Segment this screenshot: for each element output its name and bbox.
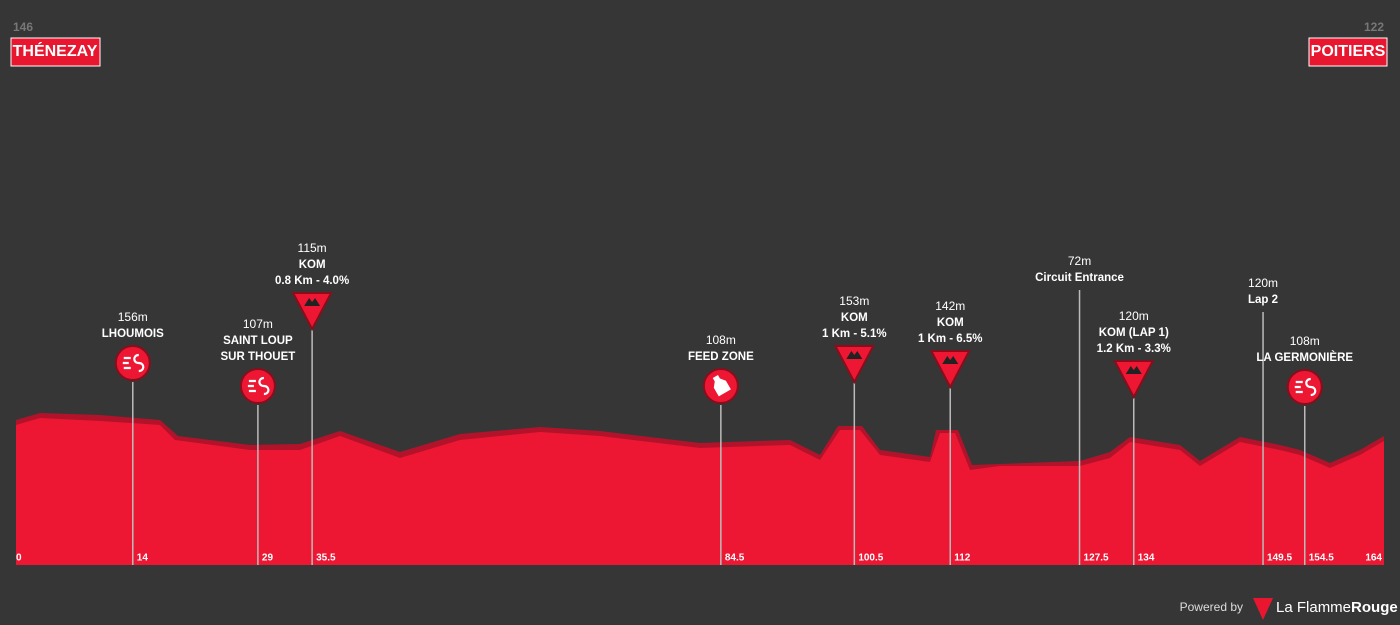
point-label: KOM xyxy=(937,317,964,329)
km-tick-label: 154.5 xyxy=(1309,553,1334,564)
kom-mountain xyxy=(942,356,959,364)
feed-glyph xyxy=(712,374,731,397)
point-altitude: 107m xyxy=(243,317,273,331)
kom-mountain xyxy=(1125,366,1142,374)
km-tick-label: 84.5 xyxy=(725,553,745,564)
point-label: Lap 2 xyxy=(1248,294,1278,306)
brand-logo xyxy=(1253,598,1273,620)
sprint-glyph xyxy=(247,376,270,396)
brand-1: La Flamme xyxy=(1276,599,1351,616)
sprint-icon xyxy=(239,368,276,404)
point-label: 0.8 Km - 4.0% xyxy=(275,275,349,287)
point-label: LA GERMONIÈRE xyxy=(1256,351,1353,364)
point-label: 1 Km - 6.5% xyxy=(918,333,983,345)
sprint-glyph xyxy=(122,353,145,373)
km-tick-label: 164 xyxy=(1365,553,1382,564)
point-altitude: 120m xyxy=(1119,309,1149,323)
point-label: SAINT LOUP xyxy=(223,335,293,347)
finish-box xyxy=(1308,37,1388,67)
point-altitude: 108m xyxy=(1290,334,1320,348)
point-label: 1 Km - 5.1% xyxy=(822,328,887,340)
kom-icon xyxy=(291,292,333,332)
point-altitude: 115m xyxy=(298,241,327,255)
point-altitude: 156m xyxy=(118,310,148,324)
sprint-glyph xyxy=(1294,377,1317,397)
point-altitude: 142m xyxy=(935,299,965,313)
point-label: 1.2 Km - 3.3% xyxy=(1097,343,1171,355)
sprint-icon xyxy=(114,345,151,381)
point-label: KOM xyxy=(299,259,326,271)
finish-code: 122 xyxy=(1364,20,1384,34)
kom-icon xyxy=(1113,360,1155,400)
powered-by: Powered by xyxy=(1180,600,1243,614)
kom-mountain xyxy=(304,298,321,306)
point-altitude: 72m xyxy=(1068,254,1091,268)
km-tick-label: 112 xyxy=(954,553,971,564)
km-tick-label: 29 xyxy=(262,553,274,564)
point-label: FEED ZONE xyxy=(688,351,754,363)
finish-name: POITIERS xyxy=(1311,43,1386,60)
start-box xyxy=(10,37,101,67)
point-altitude: 108m xyxy=(706,333,736,347)
start-name: THÉNEZAY xyxy=(13,41,98,60)
profile xyxy=(16,418,1384,565)
sprint-icon xyxy=(1286,369,1323,405)
kom-mountain xyxy=(846,351,863,359)
point-label: LHOUMOIS xyxy=(102,328,164,340)
point-label: KOM (LAP 1) xyxy=(1099,327,1169,339)
point-altitude: 120m xyxy=(1248,276,1278,290)
point-label: SUR THOUET xyxy=(221,351,296,363)
km-tick-label: 149.5 xyxy=(1267,553,1292,564)
km-tick-label: 0 xyxy=(16,553,22,564)
km-tick-label: 14 xyxy=(137,553,149,564)
km-tick-label: 100.5 xyxy=(858,553,883,564)
kom-icon xyxy=(833,345,875,385)
km-tick-label: 134 xyxy=(1138,553,1155,564)
point-altitude: 153m xyxy=(839,294,869,308)
brand-2: Rouge xyxy=(1351,599,1398,616)
kom-icon xyxy=(929,350,971,390)
brand: La FlammeRouge xyxy=(1276,599,1398,616)
km-tick-label: 127.5 xyxy=(1084,553,1109,564)
start-code: 146 xyxy=(13,20,33,34)
km-tick-label: 35.5 xyxy=(316,553,336,564)
point-label: Circuit Entrance xyxy=(1035,272,1124,284)
point-label: KOM xyxy=(841,312,868,324)
